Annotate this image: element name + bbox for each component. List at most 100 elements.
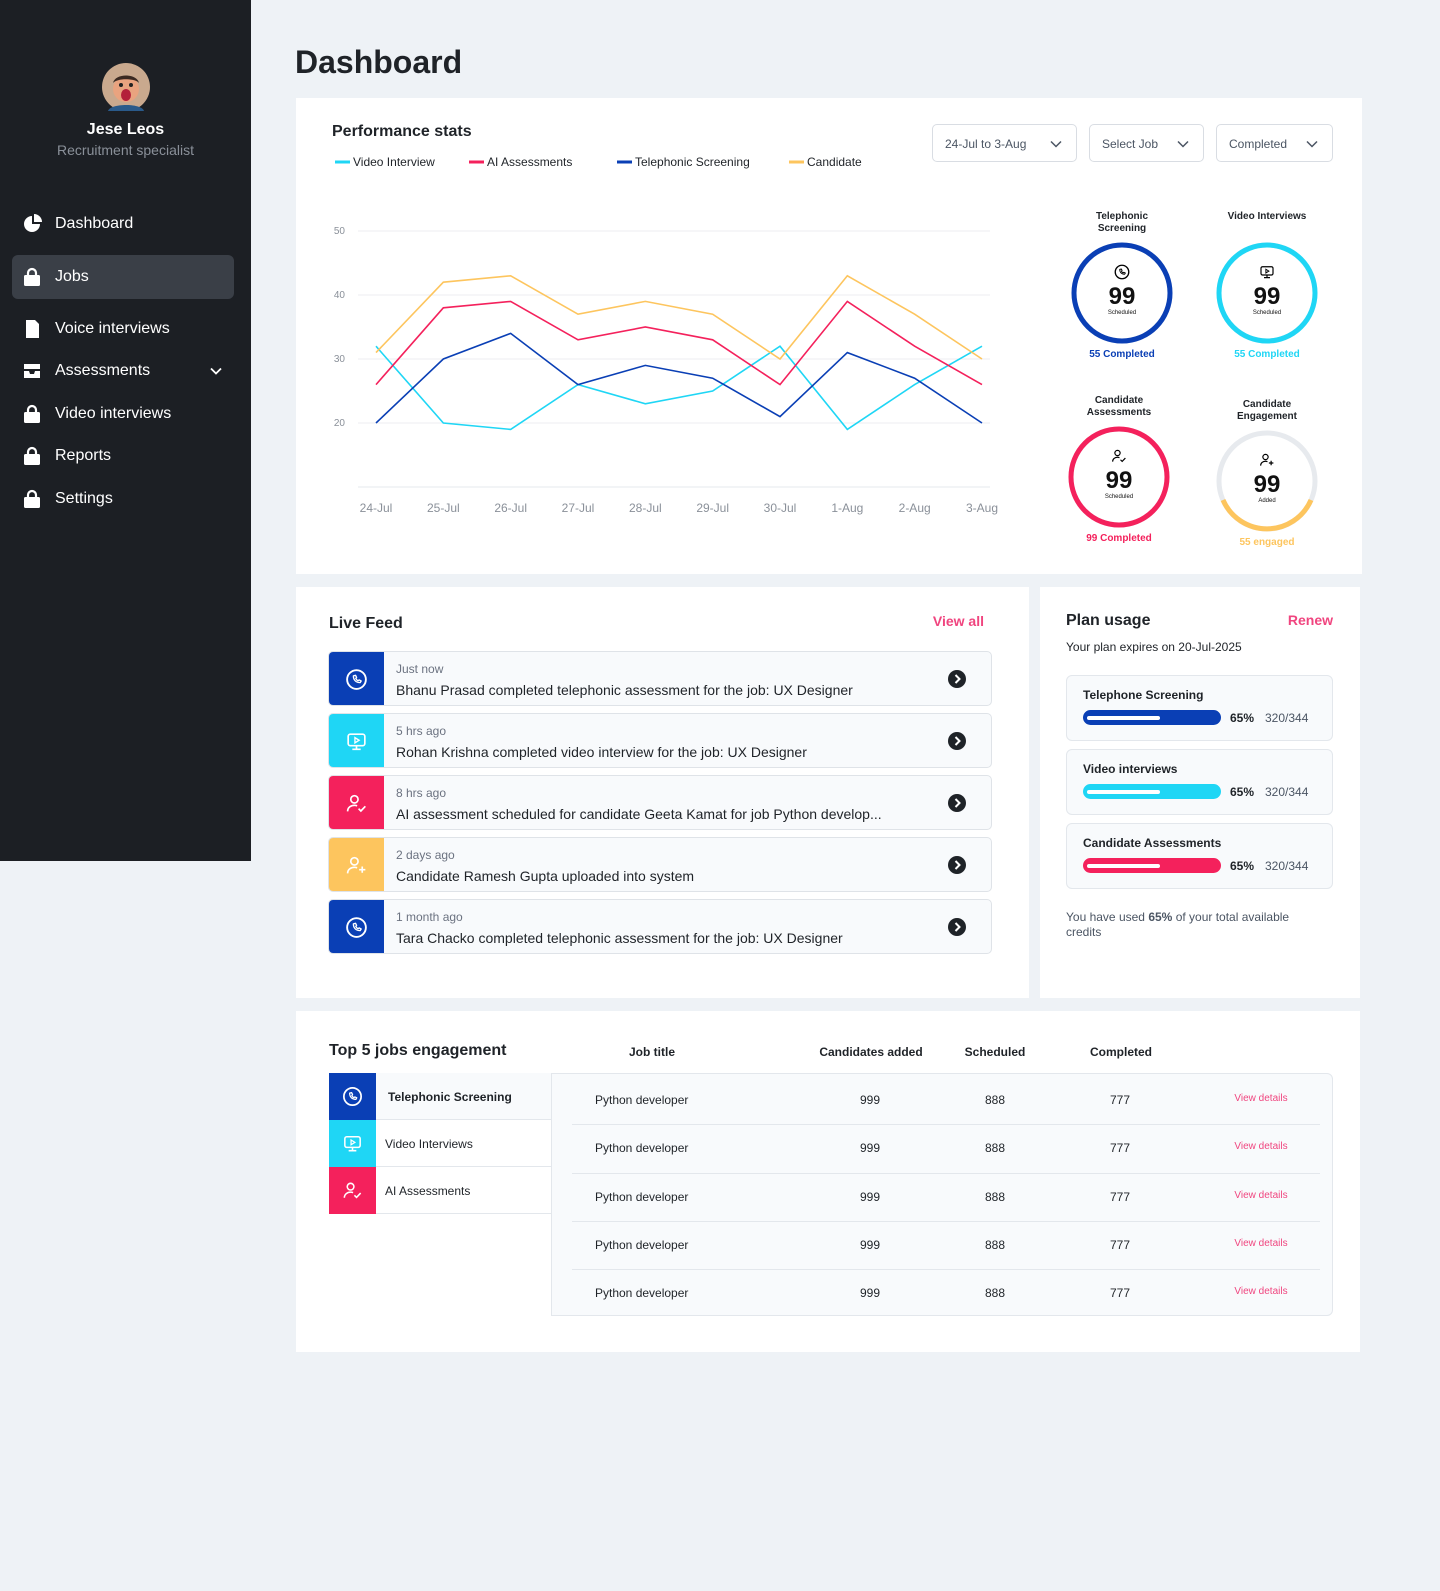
ring-icon — [1114, 264, 1130, 280]
card-title: Plan usage — [1066, 612, 1151, 629]
arrow-glyph — [947, 793, 967, 813]
nav-item[interactable]: Dashboard — [12, 202, 234, 246]
jobs-card: Top 5 jobs engagement Telephonic Screeni… — [296, 1011, 1360, 1352]
ring-caption: Added — [1258, 498, 1275, 504]
nav-icon — [24, 364, 40, 378]
card-title: Top 5 jobs engagement — [329, 1042, 507, 1059]
table-cell: Python developer — [595, 1189, 689, 1204]
nav-item-active[interactable]: Jobs — [12, 255, 234, 299]
ring-caption: Scheduled — [1105, 494, 1133, 500]
view-details-link[interactable]: View details — [1234, 1237, 1288, 1249]
ring-arc — [1220, 498, 1314, 532]
tab[interactable]: Video Interviews — [329, 1120, 551, 1167]
note-text: You have used — [1066, 910, 1145, 924]
icon-glyph — [346, 856, 367, 875]
plan-name: Telephone Screening — [1083, 688, 1204, 702]
table-cell: 999 — [859, 1141, 881, 1156]
tab-label: Telephonic Screening — [388, 1090, 512, 1104]
usage-count: 320/344 — [1265, 785, 1309, 799]
ring-title: Candidate Assessments — [1086, 395, 1152, 418]
x-tick-label: 24-Jul — [360, 501, 393, 515]
table-cell: 888 — [984, 1141, 1006, 1156]
chevron — [210, 367, 222, 375]
x-tick-label: 2-Aug — [899, 501, 931, 515]
feed-item[interactable]: 1 month ago Tara Chacko completed telepho… — [328, 899, 992, 954]
ring-title: Video Interviews — [1227, 211, 1307, 222]
view-details-link[interactable]: View details — [1234, 1286, 1288, 1298]
feed-arrow — [947, 731, 967, 751]
table-cell: 888 — [984, 1237, 1006, 1252]
status-filter[interactable]: Completed — [1216, 124, 1333, 162]
plan-expiry: Your plan expires on 20-Jul-2025 — [1066, 640, 1242, 654]
table-cell: 999 — [859, 1093, 881, 1107]
nav-item[interactable]: Settings — [12, 477, 234, 521]
nav-item[interactable]: Voice interviews — [12, 307, 234, 351]
row-divider — [572, 1220, 1320, 1222]
view-details-link[interactable]: View details — [1234, 1141, 1288, 1153]
tab-active[interactable]: Telephonic Screening — [329, 1073, 551, 1120]
ring-arc — [1216, 242, 1318, 344]
view-details-link[interactable]: View details — [1234, 1189, 1288, 1201]
row-divider — [572, 1172, 1320, 1174]
renew-link[interactable]: Renew — [1287, 612, 1333, 628]
nav-icon — [26, 320, 39, 338]
feed-time: 1 month ago — [396, 910, 463, 924]
tab-icon — [329, 1167, 376, 1214]
ring-caption: Scheduled — [1253, 310, 1281, 316]
series-line — [375, 345, 983, 431]
user-name: Jese Leos — [86, 121, 165, 138]
legend-label: AI Assessments — [487, 155, 572, 169]
icon-glyph — [346, 794, 367, 813]
feed-item[interactable]: Just now Bhanu Prasad completed telephoni… — [328, 651, 992, 706]
table-cell: 777 — [1109, 1093, 1131, 1107]
table-cell: 999 — [859, 1286, 881, 1301]
series-line — [375, 332, 983, 424]
plan-name: Candidate Assessments — [1083, 836, 1222, 850]
view-details-link[interactable]: View details — [1234, 1093, 1288, 1104]
ring-title: Candidate Engagement — [1236, 399, 1297, 422]
tab-label: Video Interviews — [385, 1137, 473, 1151]
tab[interactable]: AI Assessments — [329, 1167, 551, 1214]
feed-item[interactable]: 8 hrs ago AI assessment scheduled for can… — [328, 775, 992, 830]
table-cell: 777 — [1109, 1141, 1131, 1156]
plan-name: Video interviews — [1083, 762, 1178, 776]
job-filter[interactable]: Select Job — [1089, 124, 1204, 162]
date-filter[interactable]: 24-Jul to 3-Aug — [932, 124, 1077, 162]
nav-item[interactable]: Reports — [12, 434, 234, 478]
table-cell: 888 — [984, 1286, 1006, 1301]
user-role: Recruitment specialist — [57, 142, 194, 158]
feed-item[interactable]: 5 hrs ago Rohan Krishna completed video i… — [328, 713, 992, 768]
y-tick-label: 30 — [334, 354, 346, 365]
ring-icon — [1260, 453, 1274, 467]
legend-label: Video Interview — [353, 155, 435, 169]
nav-item[interactable]: Assessments — [12, 349, 234, 393]
table-cell: Python developer — [595, 1286, 689, 1301]
live-feed-card: Live Feed View all Just now Bhanu Prasad … — [296, 587, 1029, 998]
ring-icon — [1260, 266, 1274, 279]
feed-icon — [329, 776, 384, 829]
feed-time: 8 hrs ago — [396, 786, 447, 800]
usage-count: 320/344 — [1265, 859, 1309, 873]
tab-icon — [329, 1120, 376, 1167]
nav-icon — [24, 214, 42, 232]
icon-glyph — [347, 733, 366, 751]
page-title: Dashboard — [295, 44, 463, 80]
note-percent: 65% — [1148, 910, 1173, 924]
icon-glyph — [346, 669, 367, 690]
x-tick-label: 28-Jul — [629, 501, 662, 515]
usage-bar — [1087, 716, 1160, 720]
feed-icon — [329, 714, 384, 767]
ring-icon — [1112, 449, 1126, 463]
nav-item[interactable]: Video interviews — [12, 392, 234, 436]
performance-card: Performance stats 24-Jul to 3-Aug Select… — [296, 98, 1362, 574]
view-all-link[interactable]: View all — [932, 613, 984, 629]
x-tick-label: 26-Jul — [494, 501, 527, 515]
column-header: Candidates added — [819, 1045, 923, 1059]
nav-label: Video interviews — [55, 405, 172, 422]
nav-label: Voice interviews — [55, 320, 170, 337]
feed-text: Tara Chacko completed telephonic assessm… — [396, 930, 843, 946]
tab-icon — [329, 1073, 376, 1120]
feed-item[interactable]: 2 days ago Candidate Ramesh Gupta uploade… — [328, 837, 992, 892]
feed-text: Bhanu Prasad completed telephonic assess… — [396, 682, 853, 698]
